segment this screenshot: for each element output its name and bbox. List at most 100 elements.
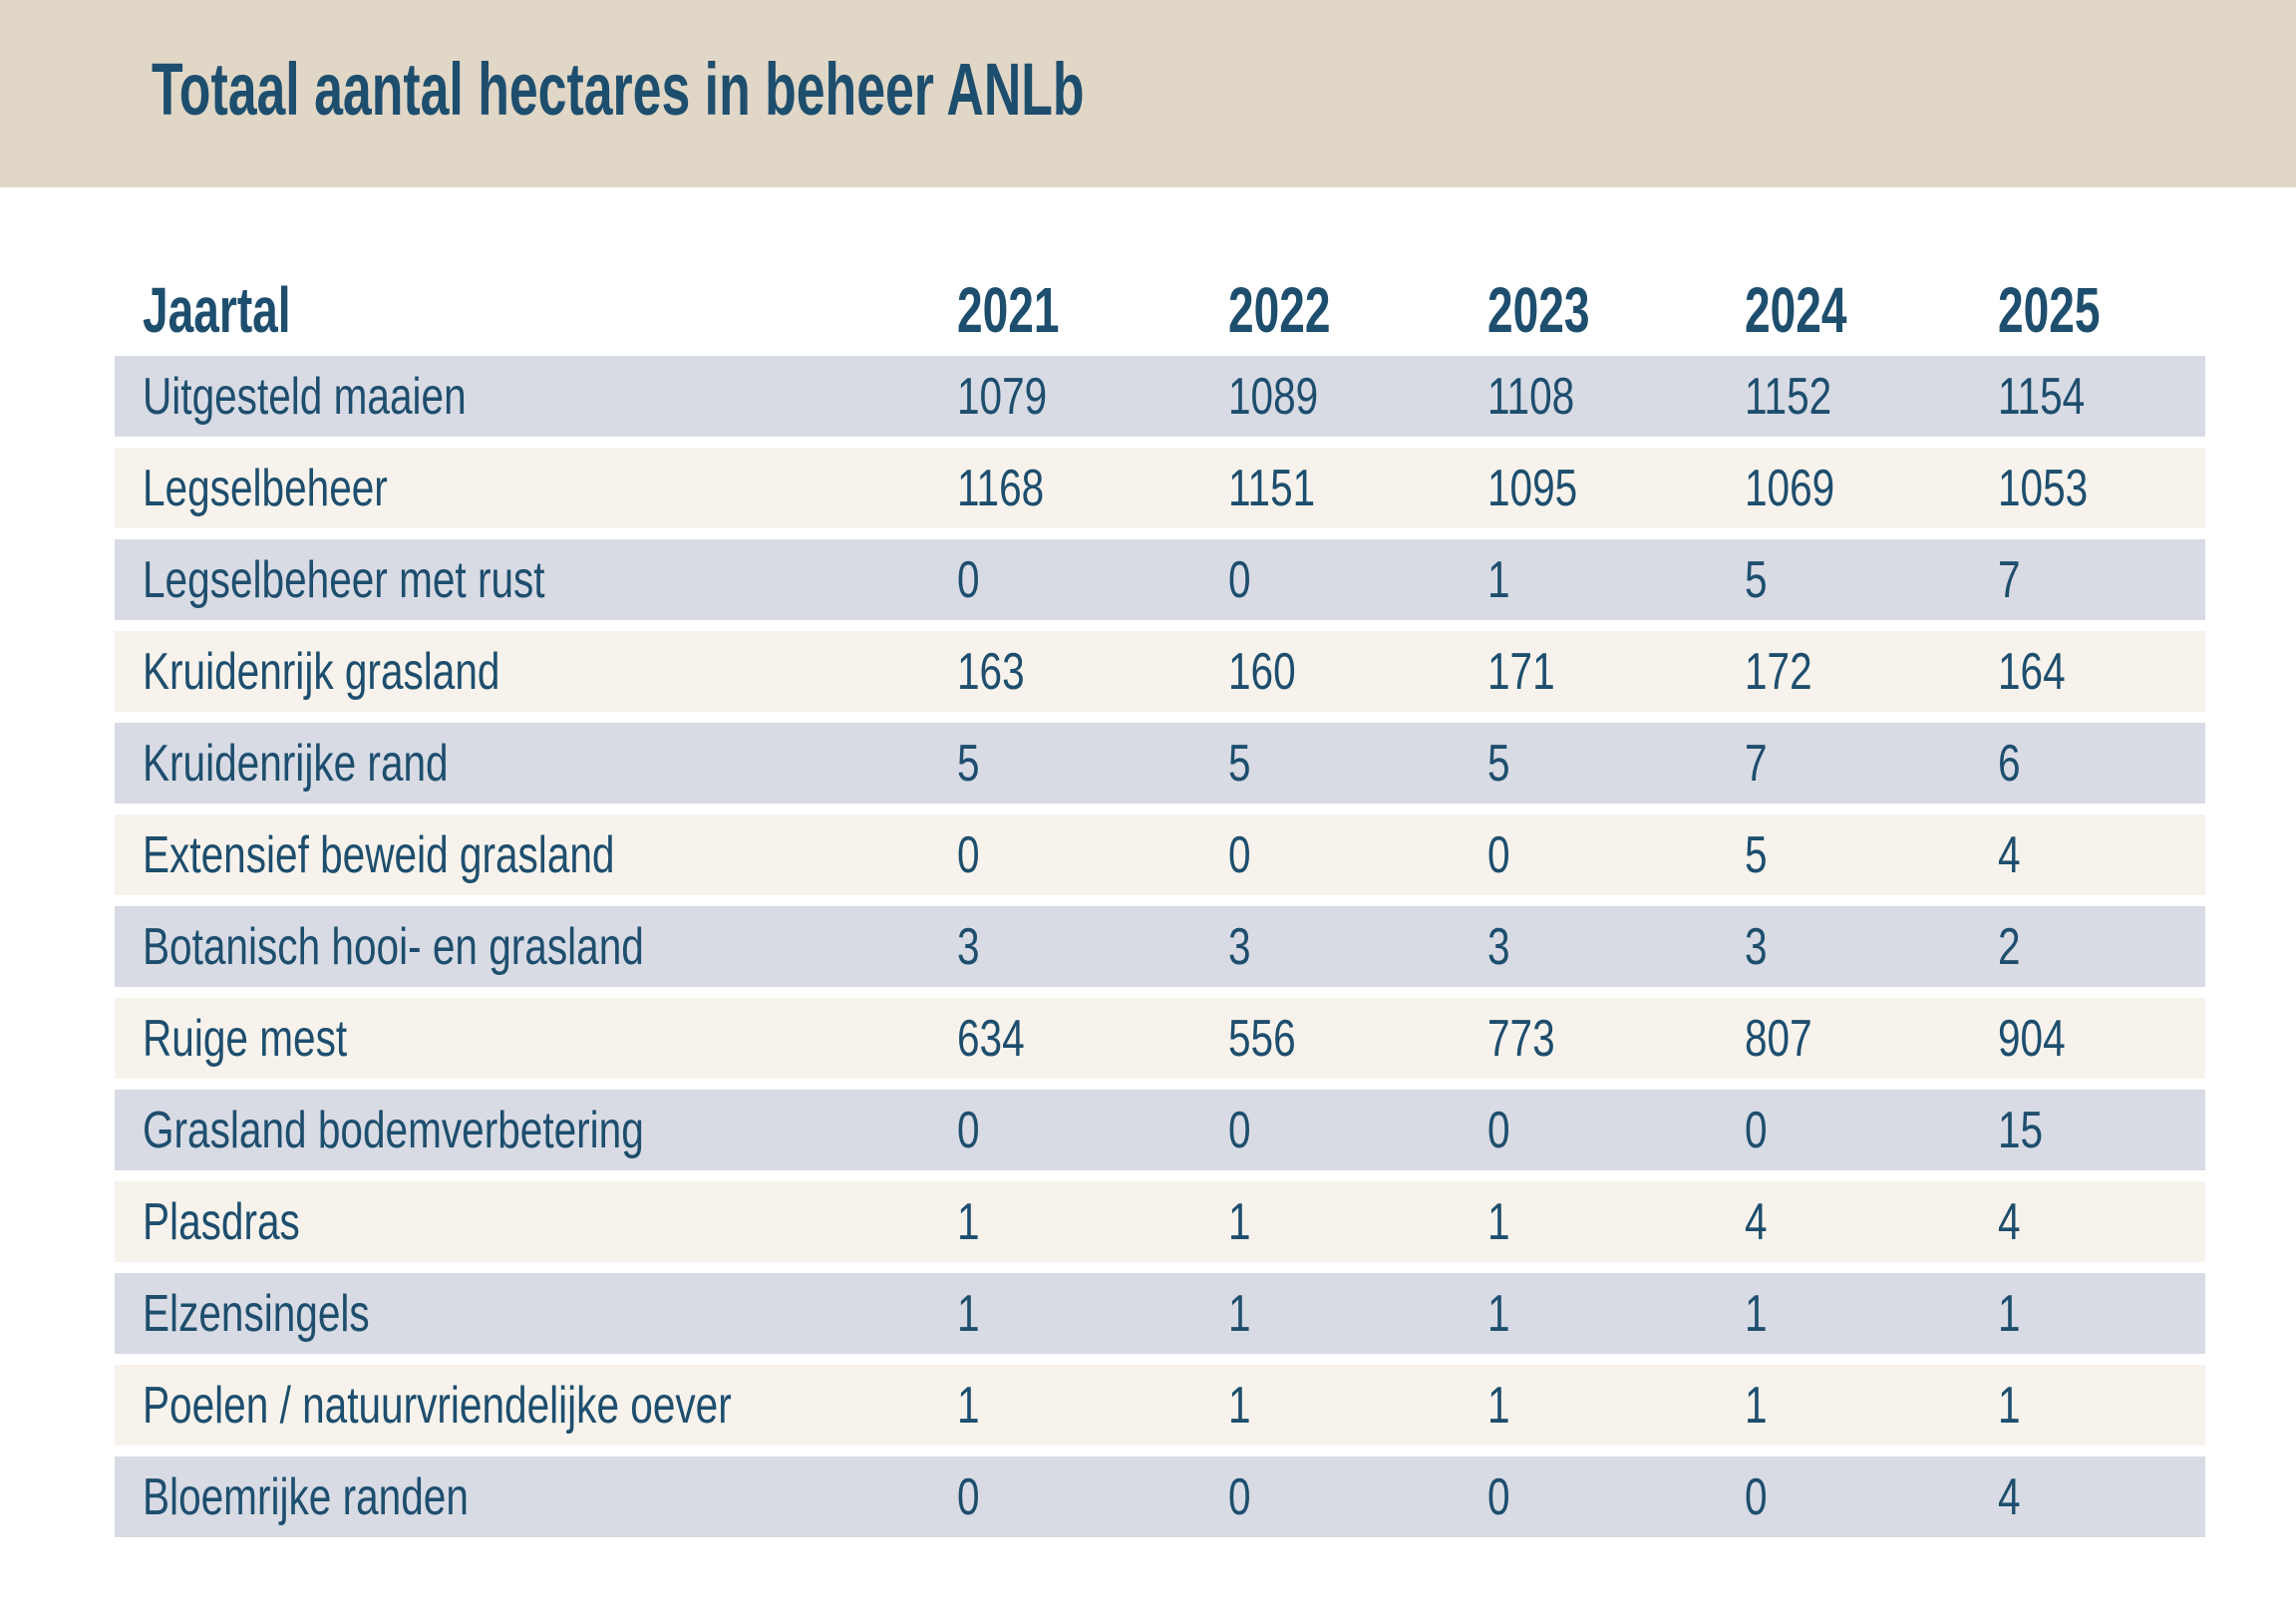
value-text: 4 (1745, 1192, 1768, 1251)
value-cell: 3 (1487, 917, 1745, 977)
value-text: 7 (1745, 734, 1768, 793)
value-text: 3 (1487, 917, 1510, 976)
value-text: 172 (1745, 642, 1812, 701)
table-row: Kruidenrijke rand 5 5 5 7 6 (115, 723, 2205, 804)
page-title: Totaal aantal hectares in beheer ANLb (152, 50, 1483, 130)
value-cell: 1 (957, 1284, 1228, 1344)
value-cell: 1053 (1998, 459, 2205, 518)
value-cell: 5 (1745, 550, 1998, 610)
row-label: Ruige mest (143, 1009, 348, 1068)
column-header-year: 2025 (1998, 273, 2205, 347)
value-cell: 1 (1998, 1284, 2205, 1344)
value-text: 160 (1228, 642, 1296, 701)
value-text: 807 (1745, 1009, 1812, 1068)
value-cell: 15 (1998, 1101, 2205, 1160)
value-text: 164 (1998, 642, 2066, 701)
value-cell: 1 (957, 1376, 1228, 1436)
value-cell: 0 (957, 550, 1228, 610)
value-text: 0 (1228, 1101, 1251, 1159)
value-cell: 1069 (1745, 459, 1998, 518)
value-text: 1 (1228, 1284, 1251, 1343)
table-row: Botanisch hooi- en grasland 3 3 3 3 2 (115, 906, 2205, 987)
value-cell: 172 (1745, 642, 1998, 702)
value-text: 634 (957, 1009, 1025, 1068)
value-cell: 4 (1745, 1192, 1998, 1252)
value-cell: 7 (1745, 734, 1998, 794)
value-cell: 1089 (1228, 367, 1487, 427)
value-cell: 1154 (1998, 367, 2205, 427)
value-text: 1 (1487, 550, 1510, 609)
row-label-cell: Kruidenrijke rand (115, 734, 957, 794)
column-header-year: 2024 (1745, 273, 1998, 347)
value-cell: 1 (1487, 1284, 1745, 1344)
value-text: 1053 (1998, 459, 2089, 517)
value-text: 0 (1487, 1101, 1510, 1159)
value-cell: 1151 (1228, 459, 1487, 518)
value-text: 1 (1487, 1284, 1510, 1343)
year-label: 2023 (1487, 274, 1590, 346)
row-label: Legselbeheer (143, 459, 388, 517)
value-cell: 1079 (957, 367, 1228, 427)
column-header-jaartal: Jaartal (115, 273, 957, 347)
value-text: 773 (1487, 1009, 1555, 1068)
value-text: 1 (1998, 1284, 2021, 1343)
value-cell: 1 (1228, 1284, 1487, 1344)
value-text: 171 (1487, 642, 1555, 701)
column-header-year: 2021 (957, 273, 1228, 347)
value-text: 0 (957, 550, 980, 609)
value-text: 904 (1998, 1009, 2066, 1068)
value-cell: 0 (1745, 1467, 1998, 1527)
value-cell: 5 (1745, 825, 1998, 885)
value-text: 4 (1998, 1467, 2021, 1526)
value-text: 1 (957, 1376, 980, 1435)
value-text: 1 (1487, 1192, 1510, 1251)
value-text: 1152 (1745, 367, 1832, 426)
value-cell: 1 (957, 1192, 1228, 1252)
value-text: 7 (1998, 550, 2021, 609)
row-label-cell: Ruige mest (115, 1009, 957, 1069)
value-text: 0 (1228, 1467, 1251, 1526)
row-label-cell: Legselbeheer met rust (115, 550, 957, 610)
value-text: 0 (1228, 825, 1251, 884)
table-row: Bloemrijke randen 0 0 0 0 4 (115, 1456, 2205, 1537)
value-cell: 1 (1228, 1192, 1487, 1252)
value-cell: 164 (1998, 642, 2205, 702)
row-label-cell: Elzensingels (115, 1284, 957, 1344)
value-cell: 0 (1745, 1101, 1998, 1160)
value-cell: 3 (1228, 917, 1487, 977)
value-text: 5 (1487, 734, 1510, 793)
row-label: Elzensingels (143, 1284, 370, 1343)
value-cell: 0 (1228, 550, 1487, 610)
value-cell: 160 (1228, 642, 1487, 702)
value-text: 3 (1228, 917, 1251, 976)
title-band: Totaal aantal hectares in beheer ANLb (0, 0, 2296, 187)
year-label: 2024 (1745, 274, 1847, 346)
table-row: Ruige mest 634 556 773 807 904 (115, 998, 2205, 1079)
row-label-cell: Botanisch hooi- en grasland (115, 917, 957, 977)
value-cell: 3 (1745, 917, 1998, 977)
value-text: 4 (1998, 825, 2021, 884)
row-label-cell: Grasland bodemverbetering (115, 1101, 957, 1160)
table-row: Plasdras 1 1 1 4 4 (115, 1181, 2205, 1262)
row-label: Botanisch hooi- en grasland (143, 917, 644, 976)
value-cell: 5 (957, 734, 1228, 794)
value-text: 2 (1998, 917, 2021, 976)
value-text: 0 (957, 1101, 980, 1159)
value-text: 1168 (957, 459, 1045, 517)
value-cell: 5 (1487, 734, 1745, 794)
value-cell: 634 (957, 1009, 1228, 1069)
value-text: 0 (1745, 1467, 1768, 1526)
value-cell: 1095 (1487, 459, 1745, 518)
row-label-cell: Bloemrijke randen (115, 1467, 957, 1527)
value-cell: 0 (1487, 1467, 1745, 1527)
value-text: 163 (957, 642, 1025, 701)
table-row: Extensief beweid grasland 0 0 0 5 4 (115, 814, 2205, 895)
row-label: Extensief beweid grasland (143, 825, 615, 884)
row-label: Kruidenrijk grasland (143, 642, 500, 701)
value-cell: 4 (1998, 1192, 2205, 1252)
value-cell: 1 (1745, 1376, 1998, 1436)
column-header-year: 2023 (1487, 273, 1745, 347)
value-text: 1 (1745, 1376, 1768, 1435)
value-cell: 0 (1228, 1101, 1487, 1160)
